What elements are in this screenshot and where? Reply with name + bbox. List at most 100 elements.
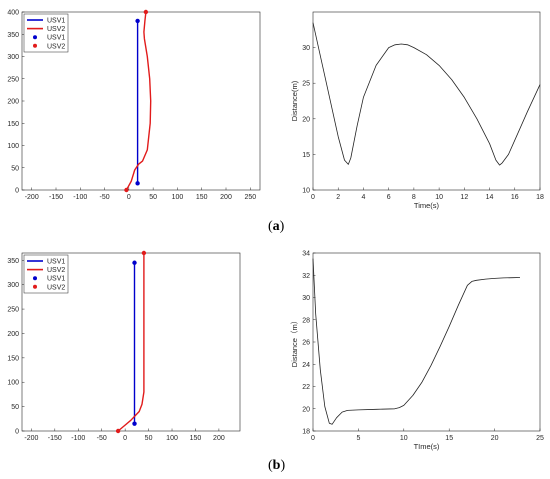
- x-tick-label: 150: [190, 435, 202, 442]
- y-tick-label: 100: [7, 380, 19, 387]
- series-point-usv2: [124, 187, 129, 193]
- x-tick-label: 14: [486, 194, 494, 201]
- x-tick-label: 16: [511, 194, 519, 201]
- x-tick-label: -150: [49, 194, 63, 201]
- x-tick-label: 8: [412, 194, 416, 201]
- series-line-distance: [312, 258, 521, 425]
- chart-a-trajectory: -200 -150 -100 -50 0 50 100 150 200 250 0 50 100 150 2…: [7, 9, 261, 201]
- y-tick-label: 22: [302, 384, 310, 391]
- y-tick-label: 26: [302, 340, 310, 347]
- y-tick-label: 0: [15, 188, 19, 195]
- x-tick-label: 50: [145, 435, 153, 442]
- x-tick-label: 6: [387, 194, 391, 201]
- x-axis-label: TIme(s): [414, 442, 440, 451]
- series-point-usv2: [143, 9, 149, 15]
- x-tick-label: 5: [356, 435, 360, 442]
- y-tick-label: 32: [302, 273, 310, 280]
- y-tick-label: 20: [302, 116, 310, 123]
- y-tick-label: 18: [302, 429, 310, 436]
- plot-frame: [21, 252, 241, 432]
- x-tick-label: 20: [491, 435, 499, 442]
- series-line-usv2: [117, 253, 145, 432]
- y-tick-label: 50: [11, 404, 19, 411]
- legend-entry: USV2: [47, 43, 65, 50]
- x-tick-label: 2: [336, 194, 340, 201]
- x-tick-label: 100: [166, 435, 178, 442]
- series-line-distance: [312, 22, 541, 166]
- legend-entry: USV1: [47, 259, 65, 266]
- x-tick-label: 10: [435, 194, 443, 201]
- x-tick-label: 4: [361, 194, 365, 201]
- x-tick-label: 0: [123, 435, 127, 442]
- legend-entry: USV1: [47, 35, 65, 42]
- x-axis-label: Time(s): [414, 201, 440, 210]
- y-tick-label: 200: [7, 331, 19, 338]
- x-tick-label: -100: [73, 194, 87, 201]
- x-tick-label: 12: [460, 194, 468, 201]
- x-tick-label: -100: [71, 435, 85, 442]
- series-point-usv1: [135, 18, 140, 24]
- series-line-usv2: [125, 11, 152, 191]
- x-tick-label: 18: [536, 194, 544, 201]
- y-tick-label: 150: [7, 121, 19, 128]
- caption-b: (b): [268, 458, 286, 473]
- series-point-usv1: [132, 260, 137, 265]
- legend-entry: USV2: [47, 26, 65, 33]
- y-tick-label: 200: [7, 99, 19, 106]
- y-tick-label: 15: [302, 152, 310, 159]
- y-tick-label: 300: [7, 54, 19, 61]
- x-tick-label: 250: [244, 194, 256, 201]
- y-tick-label: 30: [302, 45, 310, 52]
- y-tick-label: 25: [302, 81, 310, 88]
- y-tick-label: 10: [302, 188, 310, 195]
- x-tick-label: -50: [100, 194, 110, 201]
- series-point-usv2: [115, 428, 121, 434]
- y-tick-label: 400: [7, 10, 19, 17]
- y-tick-label: 24: [302, 362, 310, 369]
- legend-marker: [33, 35, 37, 40]
- x-tick-label: -150: [48, 435, 62, 442]
- y-tick-label: 0: [15, 429, 19, 436]
- chart-a-distance: 0 2 4 6 8 10 12 14 16 18 10 15 20 25 30 Time(s) Distance…: [290, 11, 544, 210]
- y-tick-label: 150: [7, 355, 19, 362]
- x-tick-label: 15: [445, 435, 453, 442]
- y-tick-label: 300: [7, 282, 19, 289]
- caption-a: (a): [268, 219, 285, 234]
- chart-b-trajectory: -200 -150 -100 -50 0 50 100 150 200 0 50 100 150 200 2…: [7, 250, 241, 442]
- x-tick-label: 0: [311, 194, 315, 201]
- legend-entry: USV2: [47, 284, 65, 291]
- y-tick-label: 250: [7, 76, 19, 83]
- y-tick-label: 50: [11, 165, 19, 172]
- x-tick-label: -200: [25, 194, 39, 201]
- series-point-usv1: [135, 181, 140, 186]
- x-tick-label: 50: [149, 194, 157, 201]
- legend-marker: [33, 284, 37, 289]
- x-tick-label: 200: [220, 194, 232, 201]
- legend-marker: [33, 276, 37, 281]
- x-tick-label: -50: [97, 435, 107, 442]
- legend-entry: USV1: [47, 276, 65, 283]
- series-point-usv2: [141, 250, 147, 256]
- x-tick-label: 200: [213, 435, 225, 442]
- x-tick-label: -200: [24, 435, 38, 442]
- y-tick-label: 30: [302, 295, 310, 302]
- y-tick-label: 28: [302, 317, 310, 324]
- plot-frame: [312, 11, 541, 191]
- y-tick-label: 20: [302, 406, 310, 413]
- plot-frame: [312, 252, 541, 432]
- x-tick-label: 150: [196, 194, 208, 201]
- y-axis-label: Distance(m): [290, 80, 299, 121]
- legend-marker: [33, 43, 37, 48]
- y-tick-label: 350: [7, 32, 19, 39]
- series-point-usv1: [132, 421, 137, 426]
- y-axis-label: Distance（m）: [290, 317, 299, 367]
- y-tick-label: 34: [302, 251, 310, 258]
- x-tick-label: 0: [127, 194, 131, 201]
- y-tick-label: 250: [7, 307, 19, 314]
- x-tick-label: 10: [400, 435, 408, 442]
- x-tick-label: 0: [311, 435, 315, 442]
- legend-entry: USV2: [47, 267, 65, 274]
- x-tick-label: 100: [172, 194, 184, 201]
- chart-b-distance: 0 5 10 15 20 25 18 20 22 24 26 28 30 32 34 TIme(s) Dista…: [290, 251, 544, 452]
